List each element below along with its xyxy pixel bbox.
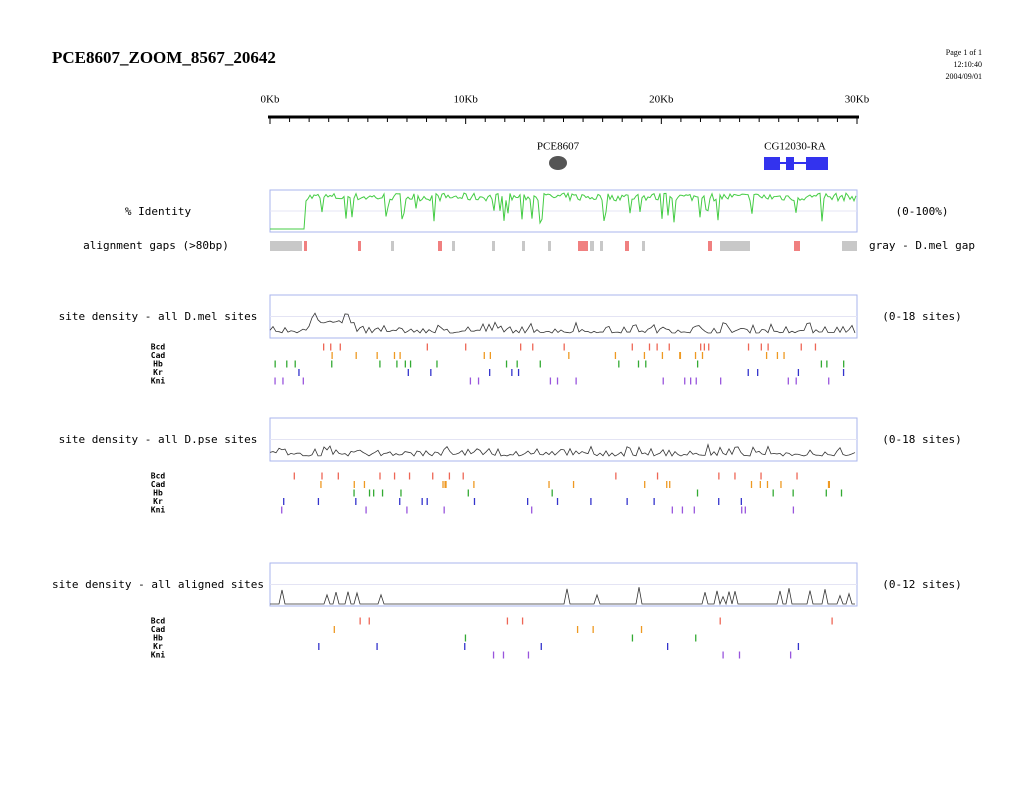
density-curve <box>270 587 855 606</box>
gap <box>590 241 594 251</box>
site-label: Kr <box>153 368 163 377</box>
gap <box>578 241 588 251</box>
track-range: (0-18 sites) <box>882 310 961 323</box>
gap <box>452 241 455 251</box>
site-label: Bcd <box>151 343 166 352</box>
site-label: Cad <box>151 480 166 489</box>
site-label: Hb <box>153 634 163 643</box>
gene-label: CG12030-RA <box>764 141 826 153</box>
track-range: (0-100%) <box>896 205 949 218</box>
site-label: Bcd <box>151 472 166 481</box>
page-time: 12:10:40 <box>954 60 982 69</box>
site-label: Cad <box>151 625 166 634</box>
gap <box>708 241 712 251</box>
identity-curve <box>270 191 857 230</box>
gap <box>438 241 442 251</box>
site-label: Cad <box>151 351 166 360</box>
site-label: Kr <box>153 497 163 506</box>
site-label: Hb <box>153 360 163 369</box>
density-curve <box>269 312 856 334</box>
gap <box>642 241 645 251</box>
track-label: site density - all D.pse sites <box>59 433 258 446</box>
gap <box>794 241 800 251</box>
title: PCE8607_ZOOM_8567_20642 <box>52 48 276 67</box>
gene-label: PCE8607 <box>537 141 580 153</box>
ruler-label: 30Kb <box>845 94 870 106</box>
track-label: alignment gaps (>80bp) <box>83 239 229 252</box>
gap <box>720 241 750 251</box>
site-label: Kni <box>151 505 166 515</box>
gap <box>625 241 629 251</box>
track-label: site density - all aligned sites <box>52 578 264 591</box>
track-label: % Identity <box>125 205 192 218</box>
gap <box>304 241 307 251</box>
page-date: 2004/09/01 <box>946 72 982 81</box>
gap <box>270 241 302 251</box>
gap <box>358 241 361 251</box>
ruler-label: 20Kb <box>649 94 674 106</box>
ruler-label: 10Kb <box>453 94 478 106</box>
site-label: Hb <box>153 489 163 498</box>
gap <box>548 241 551 251</box>
gene-model <box>764 157 828 170</box>
ruler-label: 0Kb <box>261 94 280 106</box>
gap <box>522 241 525 251</box>
site-label: Kr <box>153 642 163 651</box>
gene-mark <box>549 156 567 170</box>
density-curve <box>269 443 856 457</box>
gap <box>391 241 394 251</box>
track-range: (0-12 sites) <box>882 578 961 591</box>
gap <box>600 241 603 251</box>
gap-legend: gray - D.mel gap <box>869 239 975 252</box>
gap <box>492 241 495 251</box>
site-label: Bcd <box>151 617 166 626</box>
gap <box>842 241 857 251</box>
site-label: Kni <box>151 650 166 660</box>
track-label: site density - all D.mel sites <box>59 310 258 323</box>
site-label: Kni <box>151 376 166 386</box>
page-info: Page 1 of 1 <box>946 48 982 57</box>
track-range: (0-18 sites) <box>882 433 961 446</box>
